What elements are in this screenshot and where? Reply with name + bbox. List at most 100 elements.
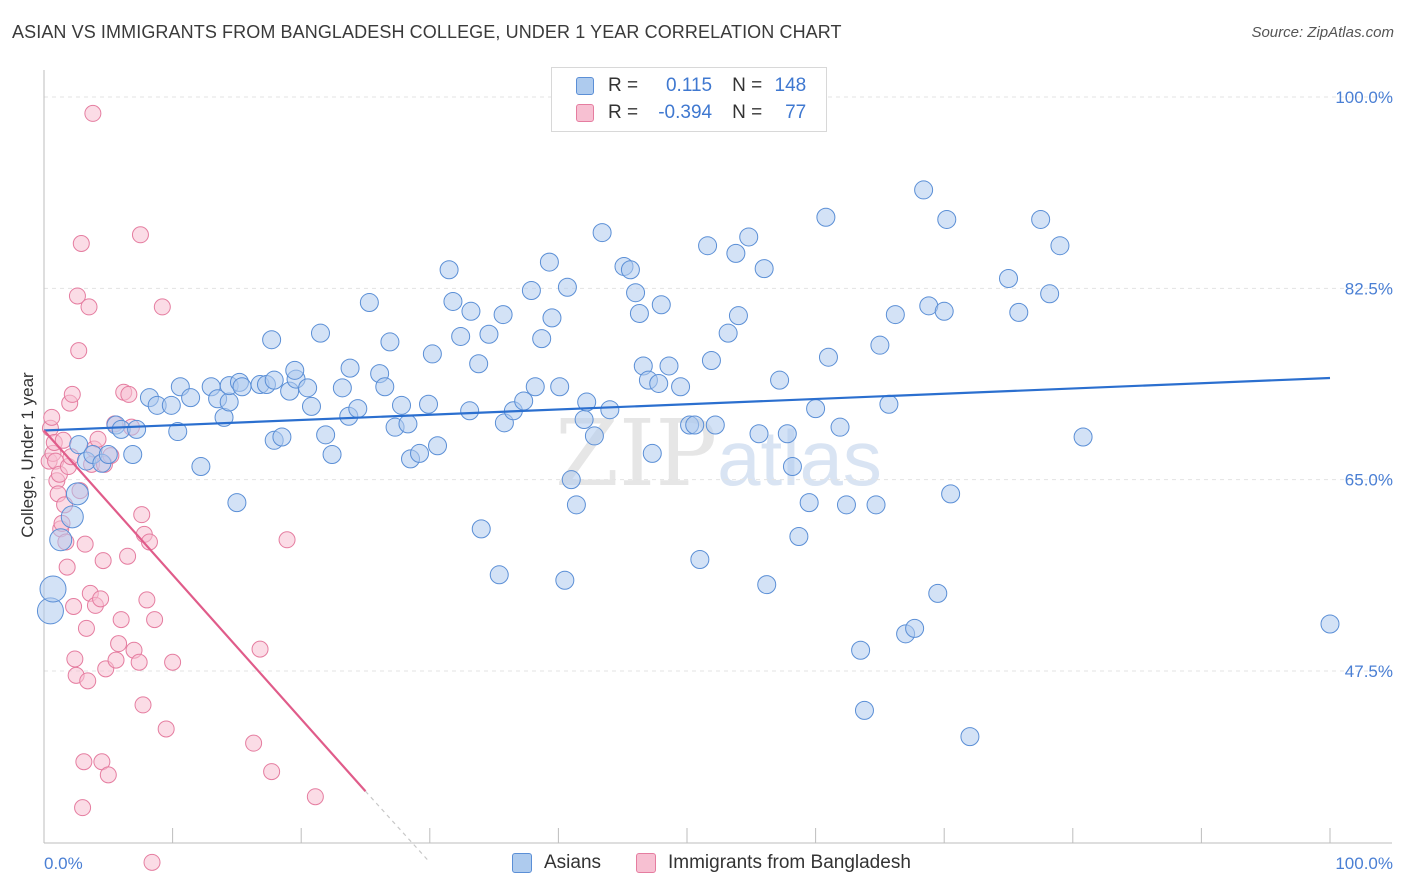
asians-point xyxy=(642,443,662,463)
asians-point xyxy=(649,373,669,393)
bangladesh-point xyxy=(133,506,151,524)
asians-point xyxy=(39,575,67,603)
n-value: 77 xyxy=(785,102,807,123)
bangladesh-point xyxy=(251,640,269,658)
asians-point xyxy=(232,377,252,397)
tick-labels: 47.5% 65.0% 82.5% 100.0% 0.0% 100.0% xyxy=(44,88,1393,873)
asians-point xyxy=(451,326,471,346)
asians-point xyxy=(757,575,777,595)
asians-point xyxy=(620,260,640,280)
x-tick-label: 100.0% xyxy=(1335,854,1393,873)
asians-point xyxy=(789,527,809,547)
bangladesh-point xyxy=(138,591,156,609)
bangladesh-point xyxy=(120,385,138,403)
y-tick-label: 82.5% xyxy=(1345,279,1393,298)
bangladesh-point xyxy=(43,408,61,426)
asians-point xyxy=(866,495,886,515)
asians-point xyxy=(739,227,759,247)
asians-point xyxy=(298,378,318,398)
asians-point xyxy=(885,305,905,325)
asians-point xyxy=(934,301,954,321)
bangladesh-point xyxy=(92,590,110,608)
asians-point xyxy=(471,519,491,539)
asians-point xyxy=(525,377,545,397)
asians-point xyxy=(854,700,874,720)
n-label: N = xyxy=(732,75,763,96)
asians-point xyxy=(836,495,856,515)
asians-point xyxy=(419,394,439,414)
asians-point xyxy=(322,445,342,465)
bangladesh-point xyxy=(63,385,81,403)
bangladesh-swatch xyxy=(576,104,594,122)
asians-point xyxy=(98,445,118,465)
asians-point xyxy=(439,260,459,280)
bangladesh-trend-line xyxy=(43,429,367,792)
asians-point xyxy=(726,243,746,263)
legend-item-asians[interactable]: Asians xyxy=(512,852,601,874)
asians-point xyxy=(539,252,559,272)
asians-point xyxy=(460,401,480,421)
asians-point xyxy=(629,303,649,323)
asians-point xyxy=(301,396,321,416)
asians-point xyxy=(905,618,925,638)
watermark-atlas: atlas xyxy=(717,414,882,502)
asians-point xyxy=(830,417,850,437)
asians-point xyxy=(574,410,594,430)
asians-point xyxy=(685,415,705,435)
bangladesh-point xyxy=(80,298,98,316)
bangladesh-point xyxy=(84,104,102,122)
asians-point xyxy=(770,370,790,390)
asians-point xyxy=(219,392,239,412)
series-asians-points xyxy=(36,180,1340,747)
asians-point xyxy=(332,378,352,398)
bangladesh-point xyxy=(146,611,164,629)
chart-title: ASIAN VS IMMIGRANTS FROM BANGLADESH COLL… xyxy=(12,22,842,42)
bangladesh-point xyxy=(112,611,130,629)
r-value: 0.115 xyxy=(665,75,713,96)
asians-point xyxy=(469,354,489,374)
asians-point xyxy=(671,377,691,397)
y-tick-label: 47.5% xyxy=(1345,662,1393,681)
legend-item-bangladesh[interactable]: Immigrants from Bangladesh xyxy=(636,852,911,874)
bangladesh-point xyxy=(143,853,161,871)
bangladesh-point xyxy=(77,619,95,637)
n-value: 148 xyxy=(774,75,807,96)
asians-point xyxy=(592,223,612,243)
asians-swatch xyxy=(576,77,594,95)
r-value: -0.394 xyxy=(658,102,713,123)
bangladesh-point xyxy=(130,653,148,671)
r-label: R = xyxy=(608,102,639,123)
asians-point xyxy=(375,377,395,397)
asians-point xyxy=(754,259,774,279)
trend-lines xyxy=(43,376,1331,863)
bangladesh-point xyxy=(79,672,97,690)
asians-point xyxy=(718,323,738,343)
asians-point xyxy=(782,457,802,477)
asians-point xyxy=(532,329,552,349)
asians-point xyxy=(799,493,819,513)
asians-point xyxy=(818,347,838,367)
asians-point xyxy=(577,392,597,412)
asians-point xyxy=(960,727,980,747)
asians-point xyxy=(749,424,769,444)
bangladesh-point xyxy=(68,287,86,305)
asians-point xyxy=(941,484,961,504)
bangladesh-point xyxy=(58,558,76,576)
axes xyxy=(43,70,1392,844)
asians-point xyxy=(127,419,147,439)
bangladesh-point xyxy=(164,653,182,671)
asians-legend-swatch xyxy=(512,853,532,873)
asians-point xyxy=(879,394,899,414)
bangladesh-point xyxy=(76,535,94,553)
asians-point xyxy=(870,335,890,355)
asians-point xyxy=(999,268,1018,288)
bangladesh-point xyxy=(306,788,324,806)
asians-point xyxy=(69,435,89,455)
bangladesh-point xyxy=(65,597,83,615)
asians-point xyxy=(262,330,282,350)
asians-point xyxy=(705,415,725,435)
legend-label-asians: Asians xyxy=(544,852,602,873)
stats-row-bangladesh: R = -0.394 N = 77 xyxy=(576,101,806,125)
asians-point xyxy=(698,236,718,256)
asians-point xyxy=(272,427,292,447)
